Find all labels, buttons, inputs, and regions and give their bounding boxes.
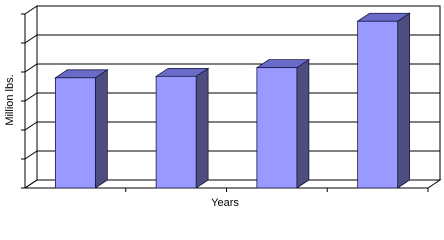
x-axis-label: Years <box>211 197 239 209</box>
bar-side <box>296 58 310 189</box>
bar <box>357 20 399 189</box>
chart: Years Million lbs. <box>4 5 442 209</box>
bar-side <box>397 12 411 189</box>
grid-line <box>24 5 440 15</box>
bar-side <box>195 67 209 189</box>
bar-side <box>94 69 108 189</box>
bar <box>155 75 197 189</box>
grid-line <box>24 34 440 44</box>
bar <box>54 77 96 189</box>
bar <box>256 67 298 189</box>
y-axis-label: Million lbs. <box>4 74 16 125</box>
